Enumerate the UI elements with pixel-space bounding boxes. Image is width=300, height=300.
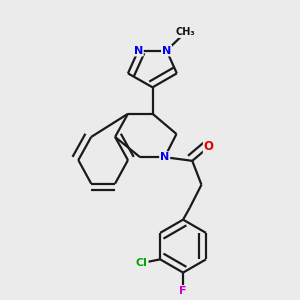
Text: F: F	[179, 286, 187, 296]
Text: N: N	[134, 46, 143, 56]
Text: Cl: Cl	[136, 258, 148, 268]
Text: N: N	[162, 46, 171, 56]
Text: CH₃: CH₃	[176, 27, 196, 37]
Text: O: O	[204, 140, 214, 153]
Text: N: N	[160, 152, 169, 162]
